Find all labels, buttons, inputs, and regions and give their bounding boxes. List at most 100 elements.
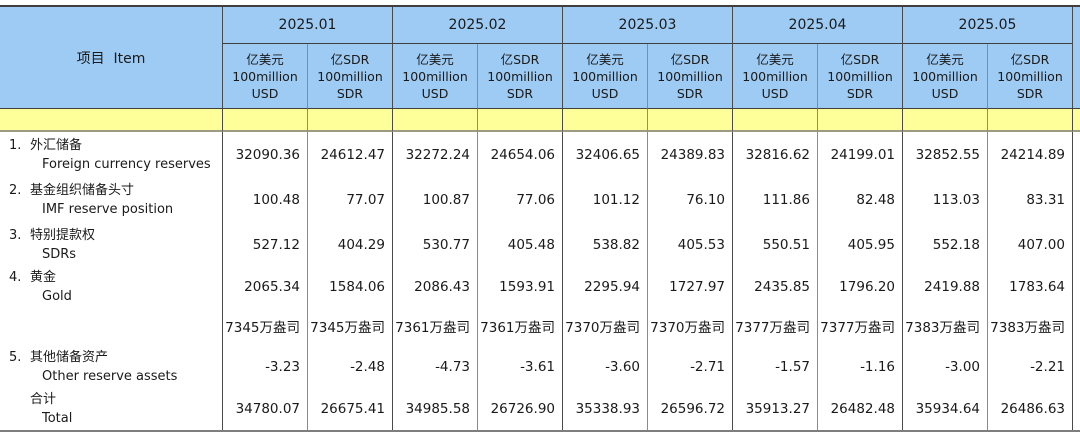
row-label-total: 合计 Total bbox=[0, 388, 222, 430]
value-cell: 35934.64 bbox=[902, 388, 987, 430]
value-cell: 34780.07 bbox=[222, 388, 307, 430]
value-cell: 7370万盎司 bbox=[647, 307, 732, 345]
unit-header-usd: 亿美元 100million USD bbox=[732, 44, 817, 109]
value-cell: 24389.83 bbox=[647, 132, 732, 177]
empty-cell bbox=[1072, 388, 1080, 430]
row-number: 2. bbox=[9, 182, 22, 198]
month-header: 2025.01 bbox=[222, 7, 392, 44]
month-header: 2025.04 bbox=[732, 7, 902, 44]
unit-header-usd: 亿美元 100million USD bbox=[902, 44, 987, 109]
month-header: 2025.02 bbox=[392, 7, 562, 44]
unit-header-sdr: 亿SDR 100million SDR bbox=[987, 44, 1072, 109]
value-cell: 2065.34 bbox=[222, 267, 307, 307]
row-number: 1. bbox=[9, 137, 22, 153]
yellow-separator bbox=[987, 109, 1072, 132]
value-cell: 552.18 bbox=[902, 222, 987, 267]
item-column-header: 项目 Item bbox=[0, 7, 222, 109]
yellow-separator bbox=[1072, 109, 1080, 132]
empty-cell bbox=[1072, 222, 1080, 267]
value-cell: 100.48 bbox=[222, 177, 307, 222]
row-name-en: Foreign currency reserves bbox=[42, 156, 211, 172]
value-cell: 24654.06 bbox=[477, 132, 562, 177]
value-cell: -3.60 bbox=[562, 345, 647, 388]
value-cell: 83.31 bbox=[987, 177, 1072, 222]
value-cell: -3.23 bbox=[222, 345, 307, 388]
value-cell: 32090.36 bbox=[222, 132, 307, 177]
value-cell: 24214.89 bbox=[987, 132, 1072, 177]
value-cell: 26675.41 bbox=[307, 388, 392, 430]
row-name-cn: 2. 基金组织储备头寸 bbox=[9, 182, 135, 198]
value-cell: 32406.65 bbox=[562, 132, 647, 177]
value-cell: 2295.94 bbox=[562, 267, 647, 307]
value-cell: 2086.43 bbox=[392, 267, 477, 307]
partial-next-month-header bbox=[1072, 7, 1080, 109]
value-cell: 35338.93 bbox=[562, 388, 647, 430]
value-cell: 530.77 bbox=[392, 222, 477, 267]
empty-cell bbox=[1072, 345, 1080, 388]
value-cell: -3.61 bbox=[477, 345, 562, 388]
row-name-cn: 3. 特别提款权 bbox=[9, 227, 96, 243]
value-cell: 7370万盎司 bbox=[562, 307, 647, 345]
value-cell: -2.21 bbox=[987, 345, 1072, 388]
value-cell: 7361万盎司 bbox=[392, 307, 477, 345]
value-cell: 111.86 bbox=[732, 177, 817, 222]
value-cell: 82.48 bbox=[817, 177, 902, 222]
value-cell: 7383万盎司 bbox=[987, 307, 1072, 345]
value-cell: 527.12 bbox=[222, 222, 307, 267]
value-cell: 32272.24 bbox=[392, 132, 477, 177]
empty-cell bbox=[1072, 307, 1080, 345]
yellow-separator bbox=[477, 109, 562, 132]
yellow-separator bbox=[902, 109, 987, 132]
row-label-gold-ounces bbox=[0, 307, 222, 345]
value-cell: 405.48 bbox=[477, 222, 562, 267]
value-cell: -2.71 bbox=[647, 345, 732, 388]
value-cell: 1783.64 bbox=[987, 267, 1072, 307]
row-name-cn: 5. 其他储备资产 bbox=[9, 349, 109, 365]
value-cell: 77.06 bbox=[477, 177, 562, 222]
row-label-gold: 4. 黄金 Gold bbox=[0, 267, 222, 307]
value-cell: 26596.72 bbox=[647, 388, 732, 430]
yellow-separator bbox=[562, 109, 647, 132]
month-header: 2025.05 bbox=[902, 7, 1072, 44]
row-name-en: Total bbox=[42, 411, 73, 426]
unit-header-usd: 亿美元 100million USD bbox=[222, 44, 307, 109]
unit-header-sdr: 亿SDR 100million SDR bbox=[817, 44, 902, 109]
empty-cell bbox=[1072, 132, 1080, 177]
unit-header-usd: 亿美元 100million USD bbox=[392, 44, 477, 109]
value-cell: 405.95 bbox=[817, 222, 902, 267]
row-label-imf-reserve-position: 2. 基金组织储备头寸 IMF reserve position bbox=[0, 177, 222, 222]
value-cell: 1796.20 bbox=[817, 267, 902, 307]
row-label-foreign-currency-reserves: 1. 外汇储备 Foreign currency reserves bbox=[0, 132, 222, 177]
value-cell: 405.53 bbox=[647, 222, 732, 267]
value-cell: 7345万盎司 bbox=[307, 307, 392, 345]
value-cell: 7361万盎司 bbox=[477, 307, 562, 345]
unit-header-usd: 亿美元 100million USD bbox=[562, 44, 647, 109]
official-reserve-assets-table: 项目 Item 2025.01 2025.02 2025.03 2025.04 … bbox=[0, 5, 1080, 432]
yellow-separator bbox=[647, 109, 732, 132]
value-cell: 407.00 bbox=[987, 222, 1072, 267]
value-cell: 7377万盎司 bbox=[817, 307, 902, 345]
value-cell: 7377万盎司 bbox=[732, 307, 817, 345]
yellow-separator bbox=[0, 109, 222, 132]
row-number: 3. bbox=[9, 227, 22, 243]
row-name-en: Gold bbox=[42, 289, 72, 304]
value-cell: 35913.27 bbox=[732, 388, 817, 430]
row-name-cn: 1. 外汇储备 bbox=[9, 137, 83, 153]
month-header: 2025.03 bbox=[562, 7, 732, 44]
unit-header-sdr: 亿SDR 100million SDR bbox=[647, 44, 732, 109]
row-number: 4. bbox=[9, 270, 22, 285]
unit-header-sdr: 亿SDR 100million SDR bbox=[477, 44, 562, 109]
value-cell: 2419.88 bbox=[902, 267, 987, 307]
row-name-cn: 合计 bbox=[30, 392, 57, 407]
value-cell: 2435.85 bbox=[732, 267, 817, 307]
value-cell: 1584.06 bbox=[307, 267, 392, 307]
value-cell: 100.87 bbox=[392, 177, 477, 222]
value-cell: 538.82 bbox=[562, 222, 647, 267]
value-cell: 1727.97 bbox=[647, 267, 732, 307]
yellow-separator bbox=[817, 109, 902, 132]
value-cell: 550.51 bbox=[732, 222, 817, 267]
unit-header-sdr: 亿SDR 100million SDR bbox=[307, 44, 392, 109]
yellow-separator bbox=[392, 109, 477, 132]
yellow-separator bbox=[222, 109, 307, 132]
